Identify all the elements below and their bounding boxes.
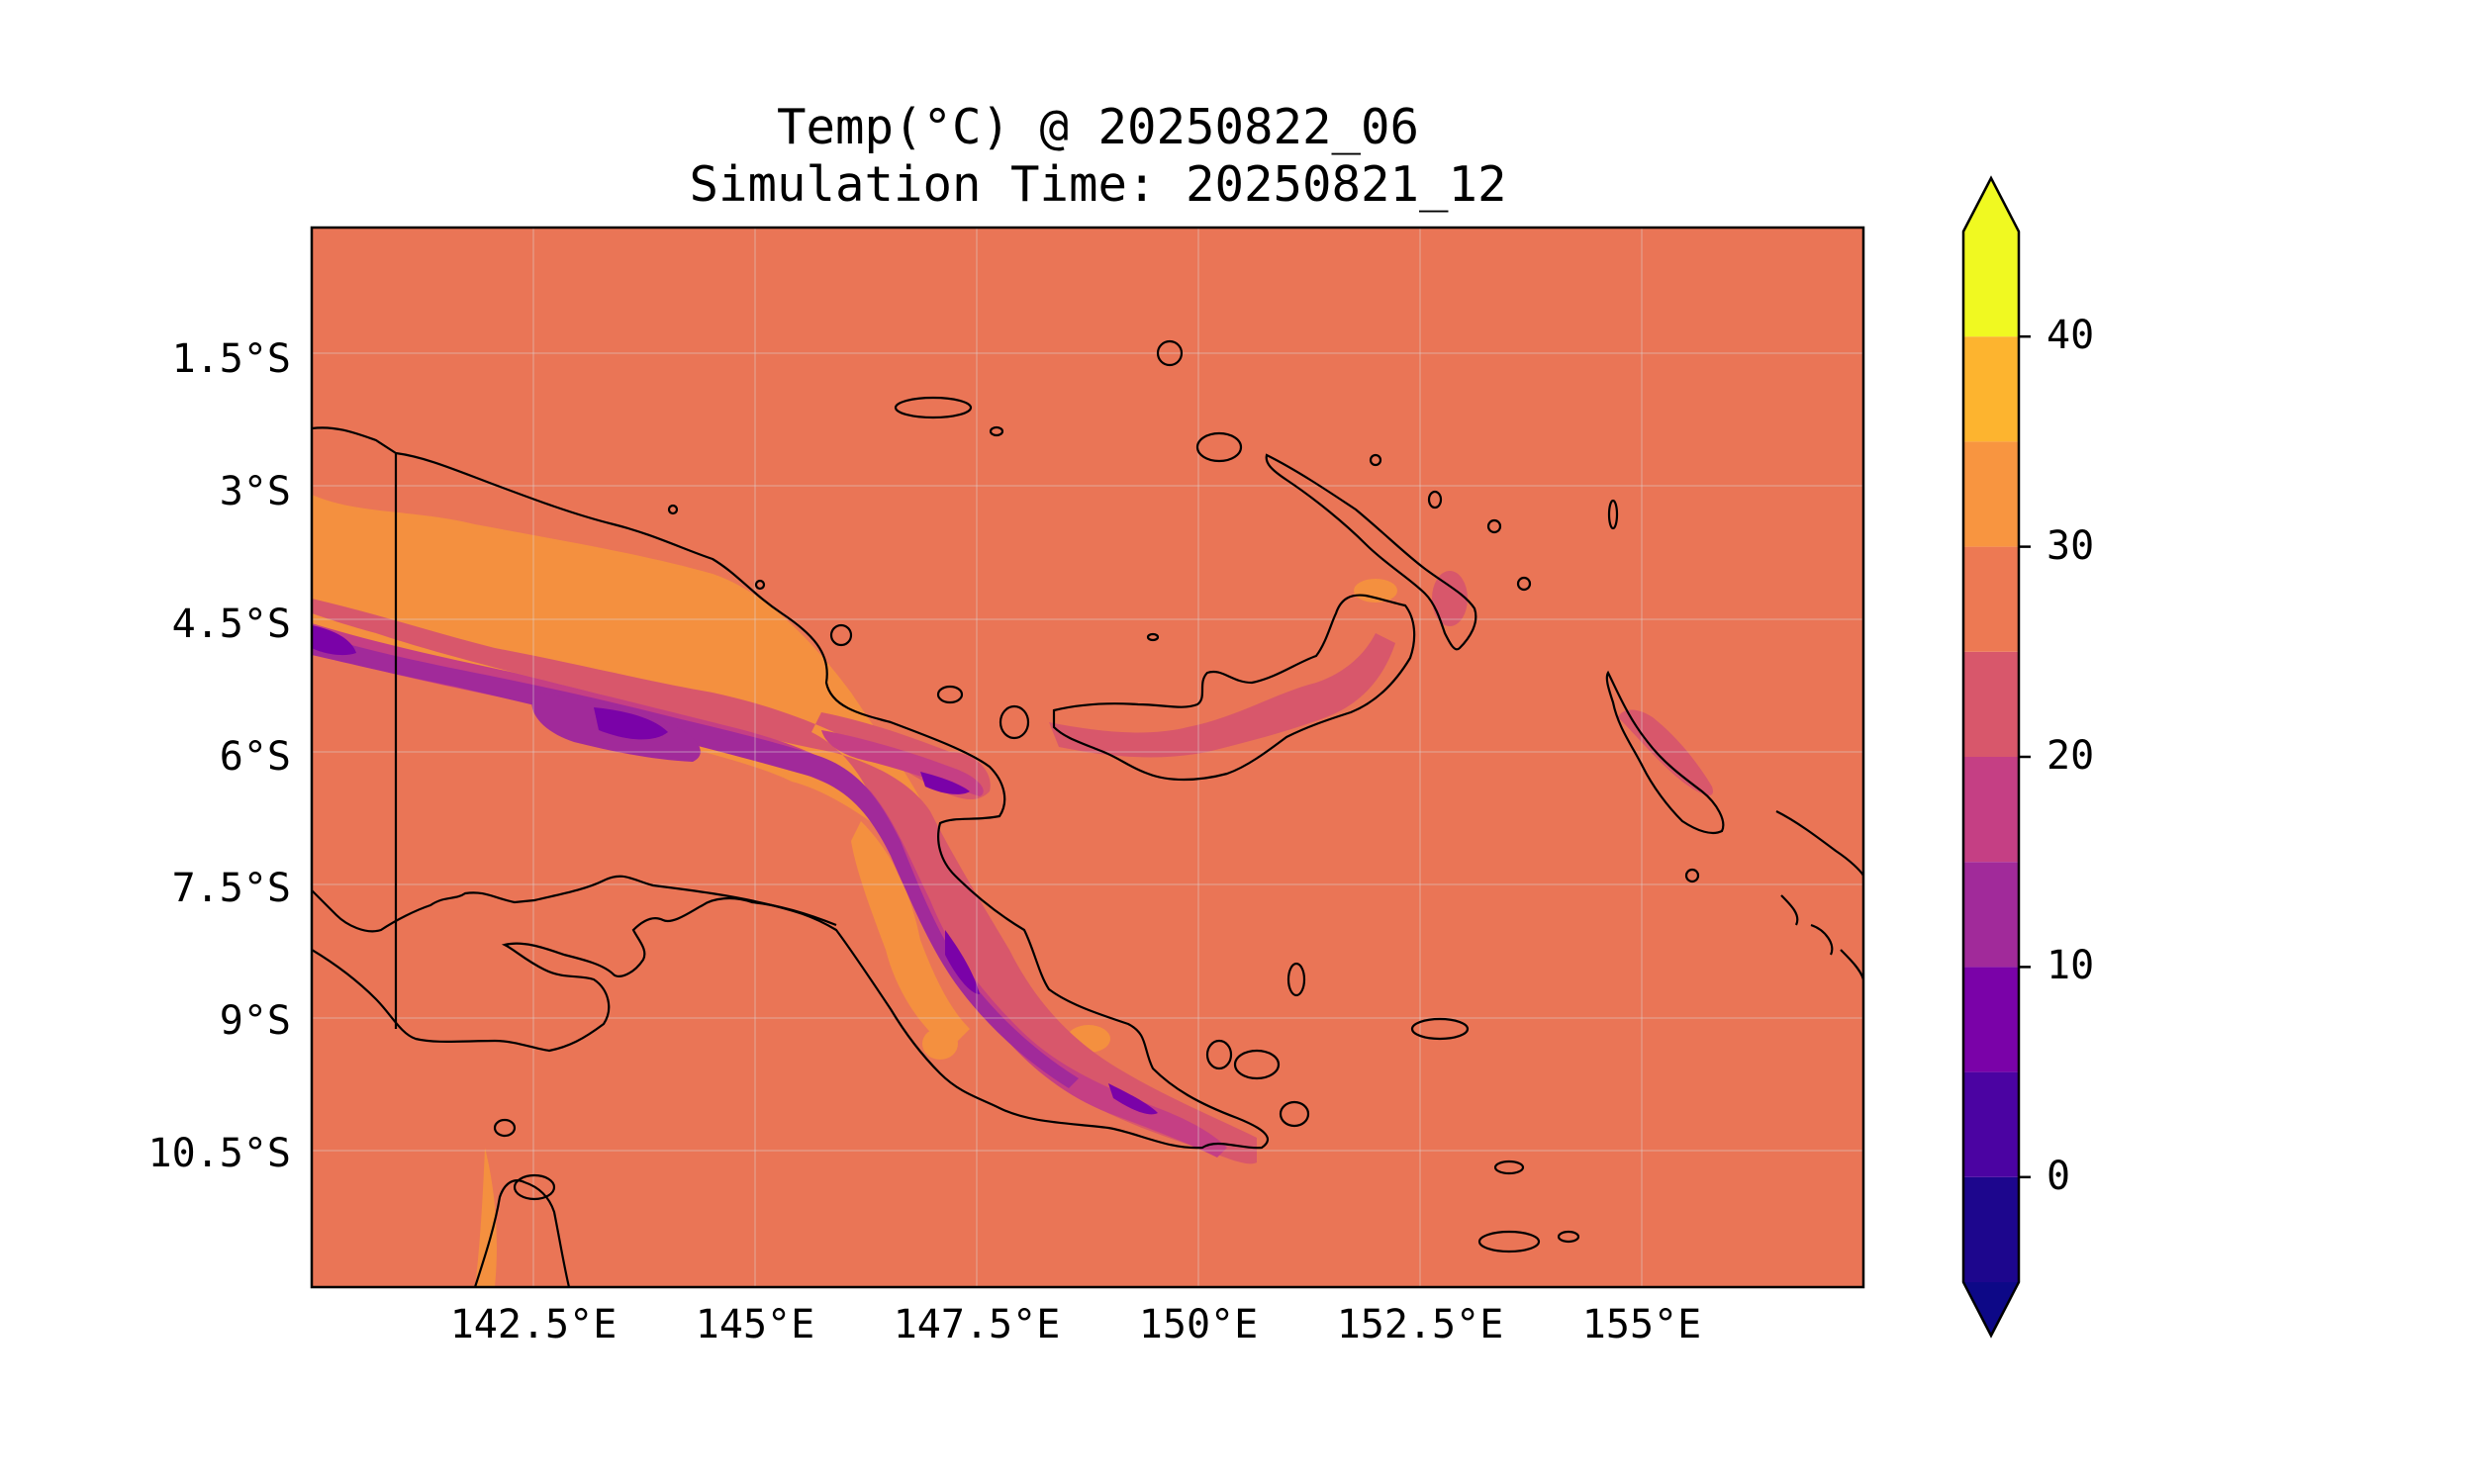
island-mussau <box>1156 339 1184 367</box>
island-karkar <box>829 623 853 647</box>
contour-30-35-d <box>1354 579 1397 603</box>
contour-5-10 <box>312 625 356 656</box>
island-lihir <box>1516 576 1532 592</box>
chart-title: Temp(°C) @ 20250822_06 <box>776 99 1419 155</box>
island-goodenough <box>1205 1039 1233 1070</box>
colorbar-segment <box>1963 441 2019 547</box>
lon-tick-label: 147.5°E <box>893 1302 1061 1347</box>
lat-tick-label: 6°S <box>219 733 291 780</box>
new-britain-coast <box>1052 594 1416 782</box>
island-manus <box>894 396 973 419</box>
lon-tick-label: 155°E <box>1581 1302 1702 1347</box>
island-small-3 <box>1146 632 1160 642</box>
island-small-1 <box>989 425 1004 437</box>
lon-tick-label: 150°E <box>1138 1302 1259 1347</box>
contour-5-10-e <box>1108 1083 1158 1115</box>
island-fergusson <box>1233 1049 1281 1080</box>
new-ireland-coast <box>1265 453 1477 651</box>
map-background <box>312 228 1863 1287</box>
contour-5-10-d <box>945 930 980 994</box>
island-feni <box>1427 490 1443 510</box>
island-rossel <box>1493 1159 1525 1175</box>
new-guinea-coast <box>312 426 1270 1150</box>
colorbar-segment <box>1963 967 2019 1072</box>
colorbar-segment <box>1963 862 2019 968</box>
colorbar-tick-label: 30 <box>2046 522 2095 569</box>
colorbar-segment <box>1963 757 2019 863</box>
colorbar-segment <box>1963 232 2019 337</box>
island-nissan <box>1607 499 1619 530</box>
island-longisland <box>936 685 964 704</box>
island-emirau <box>1195 431 1243 463</box>
colorbar-over-extension <box>1963 178 2019 232</box>
map-frame <box>310 226 1865 1289</box>
lat-tick-label: 9°S <box>219 998 291 1045</box>
colorbar-segment <box>1963 1176 2019 1282</box>
contour-5-10-c <box>920 772 970 794</box>
lon-tick-label: 142.5°E <box>449 1302 618 1347</box>
contour-30-35-f <box>922 1028 958 1060</box>
contour-20-25-d <box>1432 571 1468 626</box>
island-small-5 <box>667 504 679 515</box>
temperature-field <box>312 495 1713 1287</box>
colorbar-outline <box>1961 175 2021 1339</box>
colorbar <box>1961 175 2031 1339</box>
contour-10-15 <box>312 633 1079 1088</box>
chart-subtitle: Simulation Time: 20250821_12 <box>689 156 1507 213</box>
island-small-4 <box>1369 453 1382 467</box>
island-tabar <box>1486 518 1502 534</box>
island-shortland <box>1684 868 1700 883</box>
coastlines <box>312 339 1863 1287</box>
gridlines <box>312 228 1863 1287</box>
colorbar-tick-label: 20 <box>2046 733 2095 779</box>
island-woodlark <box>1410 1017 1470 1041</box>
lon-tick-label: 152.5°E <box>1336 1302 1504 1347</box>
solomons-coast <box>1775 810 1863 980</box>
lat-tick-label: 3°S <box>219 468 291 514</box>
bougainville-coast <box>1605 670 1725 835</box>
lat-tick-label: 4.5°S <box>171 601 291 647</box>
island-normanby <box>1279 1100 1310 1128</box>
contour-30-35-b <box>851 821 970 1049</box>
colorbar-tick-label: 0 <box>2046 1153 2071 1199</box>
map-panel <box>310 226 1865 1289</box>
colorbar-segment <box>1963 1071 2019 1177</box>
lat-tick-label: 10.5°S <box>147 1131 292 1177</box>
contour-30-35-c <box>475 1148 497 1287</box>
lat-tick-label: 7.5°S <box>171 866 291 912</box>
colorbar-under-extension <box>1963 1282 2019 1336</box>
contour-20-25-c <box>1618 709 1713 796</box>
island-ramsey <box>1477 1230 1541 1253</box>
lon-tick-label: 145°E <box>695 1302 815 1347</box>
island-trobriand <box>1286 962 1306 997</box>
lat-tick-label: 1.5°S <box>171 335 291 382</box>
island-umboi <box>999 704 1030 740</box>
colorbar-segment <box>1963 546 2019 652</box>
colorbar-segment <box>1963 336 2019 442</box>
colorbar-tick-label: 10 <box>2046 943 2095 989</box>
colorbar-tick-label: 40 <box>2046 313 2095 359</box>
island-cape-york <box>513 1173 556 1201</box>
island-small-2 <box>754 579 766 591</box>
gulf-coast <box>312 896 837 1053</box>
contour-5-10-b <box>594 707 668 740</box>
colorbar-segment <box>1963 651 2019 757</box>
island-torres <box>493 1118 517 1138</box>
cape-york-coast <box>473 1179 571 1287</box>
contour-20-25 <box>312 599 1257 1164</box>
island-florida <box>1557 1230 1580 1244</box>
